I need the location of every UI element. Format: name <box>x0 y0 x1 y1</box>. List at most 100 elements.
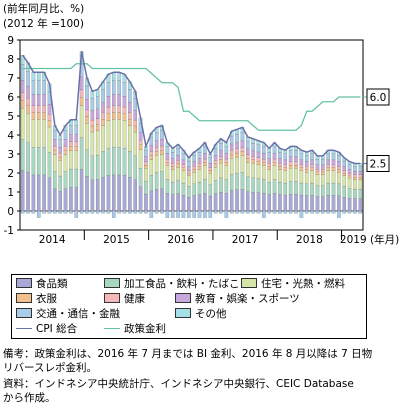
bar-segment <box>283 164 288 168</box>
cpi-end-label: 2.5 <box>370 159 387 171</box>
bar-segment <box>224 193 229 212</box>
bar-segment <box>219 192 223 212</box>
bar-segment <box>337 183 341 196</box>
bar-segment <box>95 118 100 125</box>
bar-segment <box>144 165 148 169</box>
bar-segment <box>235 189 239 212</box>
bar-segment <box>95 124 100 131</box>
bar-segment-negative <box>353 210 357 214</box>
bar-segment <box>117 80 121 95</box>
bar-segment <box>101 102 105 113</box>
bar-segment <box>95 108 100 119</box>
bar-segment <box>267 166 271 170</box>
bar-segment <box>342 166 347 171</box>
y-tick-label: 5 <box>7 111 14 123</box>
legend-label: 交通・通信・金融 <box>36 308 120 320</box>
bar-segment <box>138 168 143 187</box>
bar-segment <box>53 130 57 140</box>
bar-segment <box>331 153 336 161</box>
bar-segment <box>53 188 57 212</box>
bar-segment <box>315 171 320 175</box>
source-line-1: 資料：インドネシア中央統計庁、インドネシア中央銀行、CEIC Database <box>3 378 354 390</box>
bar-segment <box>278 151 282 159</box>
legend-item: 交通・通信・金融 <box>16 308 120 321</box>
bar-segment <box>176 193 180 212</box>
bar-segment <box>20 92 25 101</box>
bar-segment <box>299 153 304 161</box>
bar-segment <box>112 94 116 106</box>
bar-segment <box>42 105 46 113</box>
bar-segment <box>112 72 116 81</box>
bar-segment <box>219 143 223 151</box>
bar-segment <box>267 151 271 159</box>
bar-segment <box>347 178 352 189</box>
legend-swatch <box>16 308 32 318</box>
bar-segment <box>176 163 180 168</box>
x-tick-label: 2014 <box>39 234 66 246</box>
bar-segment <box>353 179 357 190</box>
bar-segment <box>278 158 282 164</box>
bar-segment <box>310 182 314 196</box>
bar-segment <box>229 154 234 159</box>
bar-segment <box>144 156 148 163</box>
bar-segment <box>358 189 363 199</box>
bar-segment <box>229 143 234 151</box>
bar-segment <box>262 193 266 212</box>
bar-segment <box>117 72 121 81</box>
bar-segment-negative <box>26 210 30 214</box>
bar-segment <box>208 196 213 212</box>
bar-segment <box>122 120 127 149</box>
policy-end-box <box>366 88 390 106</box>
bar-segment-negative <box>278 210 282 214</box>
bar-segment <box>144 168 148 182</box>
bar-segment <box>101 119 105 126</box>
bar-segment <box>47 103 52 115</box>
bar-segment <box>304 166 309 170</box>
bar-segment <box>337 166 341 170</box>
bar-segment-negative <box>106 210 111 214</box>
bar-segment <box>90 110 95 121</box>
bar-segment-negative <box>310 210 314 214</box>
bar-segment <box>20 100 25 109</box>
bar-segment <box>36 94 41 106</box>
bar-segment <box>256 151 261 158</box>
bar-segment <box>213 148 218 156</box>
bar-segment <box>170 158 175 164</box>
note-line-1: 備考：政策金利は、2016 年 7 月までは BI 金利、2016 年 8 月以… <box>3 348 373 360</box>
bar-segment <box>331 164 336 168</box>
chart-legend: 食品類 加工食品・飲料・たばこ 住宅・光熱・燃料 衣服 健康 教育・娯楽・スポーツ 交通・通… <box>11 274 367 339</box>
bar-segment <box>315 174 320 186</box>
bar-segment <box>31 94 36 106</box>
bar-segment <box>74 134 79 142</box>
bar-segment <box>101 125 105 152</box>
legend-swatch <box>16 278 32 288</box>
bar-segment <box>256 160 261 165</box>
bar-segment-negative <box>213 210 218 214</box>
bar-segment <box>267 194 271 212</box>
bar-segment <box>90 91 95 99</box>
bar-segment <box>122 82 127 97</box>
bar-segment <box>101 112 105 120</box>
bar-segment <box>299 159 304 165</box>
y-tick-label: 4 <box>7 130 14 142</box>
bar-segment <box>20 108 25 140</box>
bar-segment <box>149 175 154 191</box>
bar-segment <box>79 169 84 212</box>
bar-segment <box>31 105 36 113</box>
bar-segment <box>69 150 73 170</box>
bar-segment <box>26 71 30 87</box>
y-tick-label: 7 <box>7 73 14 85</box>
bar-segment <box>229 150 234 155</box>
bar-segment <box>160 171 164 189</box>
bar-segment <box>251 192 255 212</box>
bar-segment-negative <box>288 210 293 214</box>
bar-segment <box>47 120 52 128</box>
bar-segment <box>246 141 250 149</box>
bar-segment-negative <box>321 210 325 214</box>
legend-item: 健康 <box>104 293 145 306</box>
bar-segment-negative <box>197 210 202 218</box>
bar-segment <box>133 110 137 121</box>
bar-segment <box>197 151 202 159</box>
bar-segment <box>246 148 250 155</box>
bar-segment <box>310 170 314 184</box>
